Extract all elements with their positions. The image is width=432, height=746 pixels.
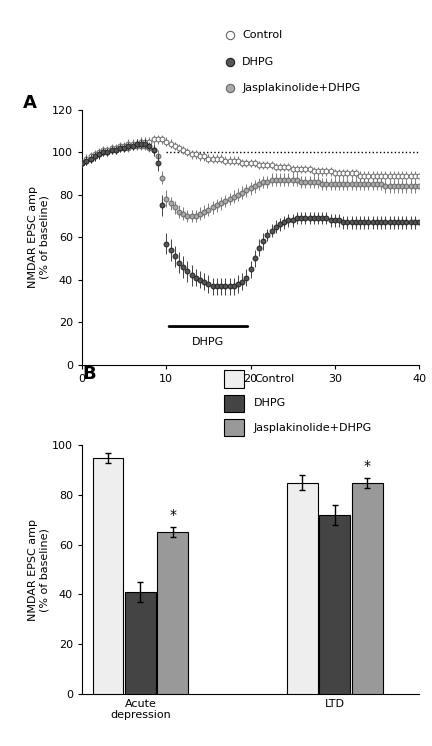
- Y-axis label: NMDAR EPSC amp
(% of baseline): NMDAR EPSC amp (% of baseline): [28, 186, 49, 288]
- Text: Control: Control: [242, 31, 283, 40]
- Bar: [157, 533, 188, 694]
- Bar: [319, 515, 350, 694]
- Bar: [125, 592, 156, 694]
- Bar: [224, 395, 244, 413]
- Text: *: *: [364, 459, 371, 473]
- Text: A: A: [23, 94, 37, 113]
- Text: DHPG: DHPG: [254, 398, 286, 409]
- Text: Control: Control: [254, 374, 294, 384]
- Text: *: *: [169, 508, 176, 522]
- Text: B: B: [82, 365, 96, 383]
- Text: Jasplakinolide+DHPG: Jasplakinolide+DHPG: [242, 83, 360, 93]
- Text: DHPG: DHPG: [242, 57, 274, 66]
- Bar: [287, 483, 318, 694]
- Bar: [92, 458, 124, 694]
- Bar: [224, 371, 244, 388]
- Text: Jasplakinolide+DHPG: Jasplakinolide+DHPG: [254, 423, 372, 433]
- Bar: [352, 483, 383, 694]
- Y-axis label: NMDAR EPSC amp
(% of baseline): NMDAR EPSC amp (% of baseline): [28, 518, 49, 621]
- Text: DHPG: DHPG: [192, 337, 225, 347]
- Bar: [224, 419, 244, 436]
